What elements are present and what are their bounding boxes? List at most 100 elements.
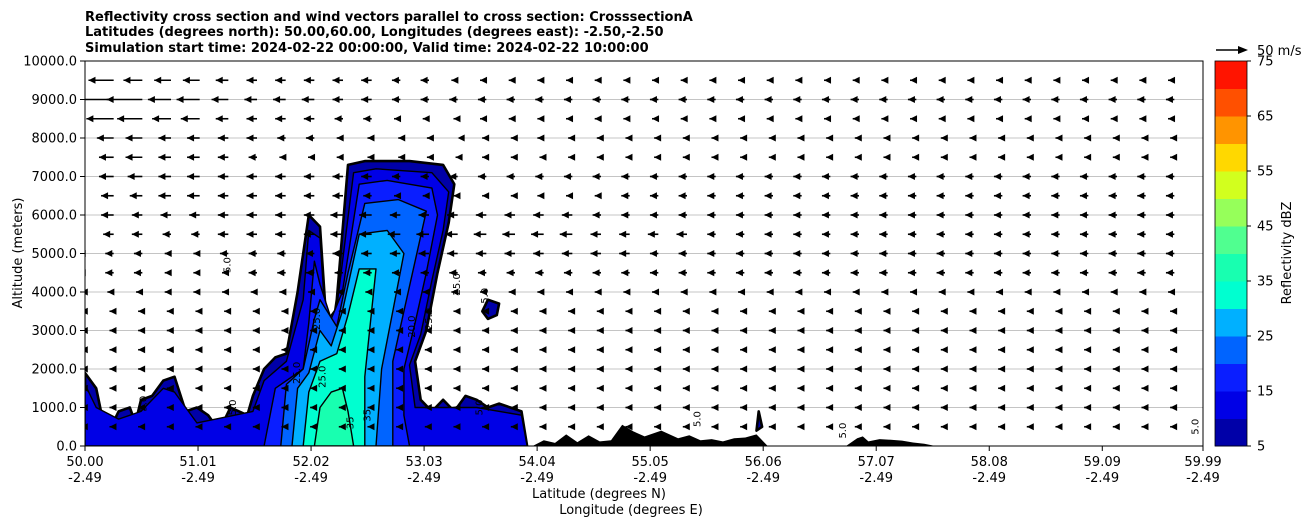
- wind-vector: [453, 192, 461, 200]
- wind-vector: [1141, 384, 1149, 392]
- wind-vector: [447, 211, 458, 219]
- wind-vector: [568, 384, 576, 392]
- wind-vector: [707, 211, 716, 219]
- wind-vector: [391, 269, 401, 277]
- wind-vector: [854, 423, 862, 431]
- wind-vector: [967, 76, 975, 84]
- wind-vector: [394, 192, 402, 200]
- wind-vector: [568, 404, 576, 411]
- wind-vector: [938, 288, 946, 296]
- wind-vector: [96, 134, 114, 142]
- wind-vector: [768, 327, 776, 334]
- wind-vector: [195, 327, 203, 334]
- wind-vector: [596, 404, 604, 411]
- wind-vector: [166, 307, 174, 315]
- wind-vector: [1026, 365, 1034, 373]
- wind-vector: [740, 327, 748, 334]
- wind-vector: [910, 76, 918, 84]
- wind-vector: [740, 423, 748, 431]
- wind-vector: [1112, 307, 1120, 315]
- wind-vector: [998, 346, 1006, 354]
- wind-vector: [795, 288, 803, 296]
- wind-vector: [568, 346, 576, 354]
- x-tick-label-latitude: 59.09: [1084, 455, 1121, 470]
- wind-vector: [275, 173, 286, 180]
- wind-vector: [109, 346, 117, 354]
- wind-vector: [217, 153, 229, 161]
- wind-vector: [480, 76, 488, 84]
- wind-vector: [883, 307, 891, 315]
- wind-vector: [537, 288, 545, 296]
- wind-vector: [539, 153, 547, 161]
- wind-vector: [363, 269, 372, 277]
- wind-vector: [301, 96, 315, 103]
- wind-vector: [394, 288, 402, 296]
- wind-vector: [1110, 115, 1118, 123]
- wind-vector: [310, 346, 318, 354]
- wind-vector: [217, 173, 229, 180]
- wind-vector: [359, 230, 372, 238]
- contour-label: 25.0: [424, 308, 435, 330]
- wind-vector: [1108, 96, 1117, 103]
- wind-vector: [475, 211, 487, 219]
- wind-vector: [821, 192, 831, 200]
- wind-vector: [176, 96, 200, 103]
- wind-vector: [768, 134, 776, 142]
- wind-vector: [1022, 250, 1031, 257]
- wind-vector: [1084, 404, 1092, 411]
- wind-vector: [1141, 404, 1149, 411]
- x-tick-label-longitude: -2.49: [1085, 471, 1119, 486]
- colorbar-segment: [1215, 61, 1247, 89]
- wind-vector: [996, 288, 1004, 296]
- wind-vector: [768, 346, 776, 354]
- wind-vector: [1139, 76, 1147, 84]
- wind-vector: [965, 96, 974, 103]
- wind-vector: [912, 307, 920, 315]
- wind-vector: [1055, 153, 1063, 161]
- wind-vector: [449, 96, 458, 103]
- wind-vector: [912, 346, 920, 354]
- wind-vector: [85, 423, 88, 431]
- wind-vector: [195, 384, 203, 392]
- wind-vector: [680, 288, 688, 296]
- wind-vector: [152, 115, 171, 123]
- wind-vector: [336, 288, 344, 296]
- wind-vector: [396, 346, 404, 354]
- wind-vector: [764, 230, 773, 238]
- wind-vector: [246, 115, 257, 123]
- wind-vector: [1079, 192, 1089, 200]
- wind-vector: [109, 404, 117, 411]
- y-axis-ticks: 0.0 1000.0 2000.0 3000.0 4000.0 5000.0 6000.0 7…: [23, 55, 85, 455]
- wind-vector: [535, 269, 544, 277]
- wind-vector: [619, 230, 630, 238]
- wind-vector: [361, 76, 372, 84]
- wind-vector: [160, 211, 171, 219]
- wind-vector: [1168, 115, 1176, 123]
- wind-vector: [422, 288, 430, 296]
- terrain-fill: [521, 424, 936, 446]
- contour-label: 35: [362, 409, 373, 422]
- wind-vector: [1112, 327, 1120, 334]
- wind-vector: [621, 211, 630, 219]
- wind-vector: [1137, 211, 1146, 219]
- wind-vector: [1079, 250, 1089, 257]
- wind-vector: [596, 307, 604, 315]
- wind-vector: [420, 269, 429, 277]
- wind-vector: [535, 173, 544, 180]
- wind-vector: [537, 76, 545, 84]
- x-tick-label-latitude: 57.07: [858, 455, 895, 470]
- wind-vector: [793, 211, 802, 219]
- wind-vector: [539, 423, 547, 431]
- wind-vector: [625, 404, 633, 411]
- wind-vector: [1051, 173, 1060, 180]
- wind-vector: [910, 115, 918, 123]
- wind-vector: [281, 423, 289, 431]
- wind-vector: [1055, 365, 1063, 373]
- wind-vector: [907, 230, 917, 238]
- chart-title-line-2: Latitudes (degrees north): 50.00,60.00, …: [85, 25, 664, 40]
- reflectivity-region: [480, 298, 501, 321]
- colorbar-tick-label: 55: [1257, 165, 1274, 180]
- wind-vector: [1170, 327, 1178, 334]
- wind-vector: [224, 327, 232, 334]
- wind-vector: [187, 192, 200, 200]
